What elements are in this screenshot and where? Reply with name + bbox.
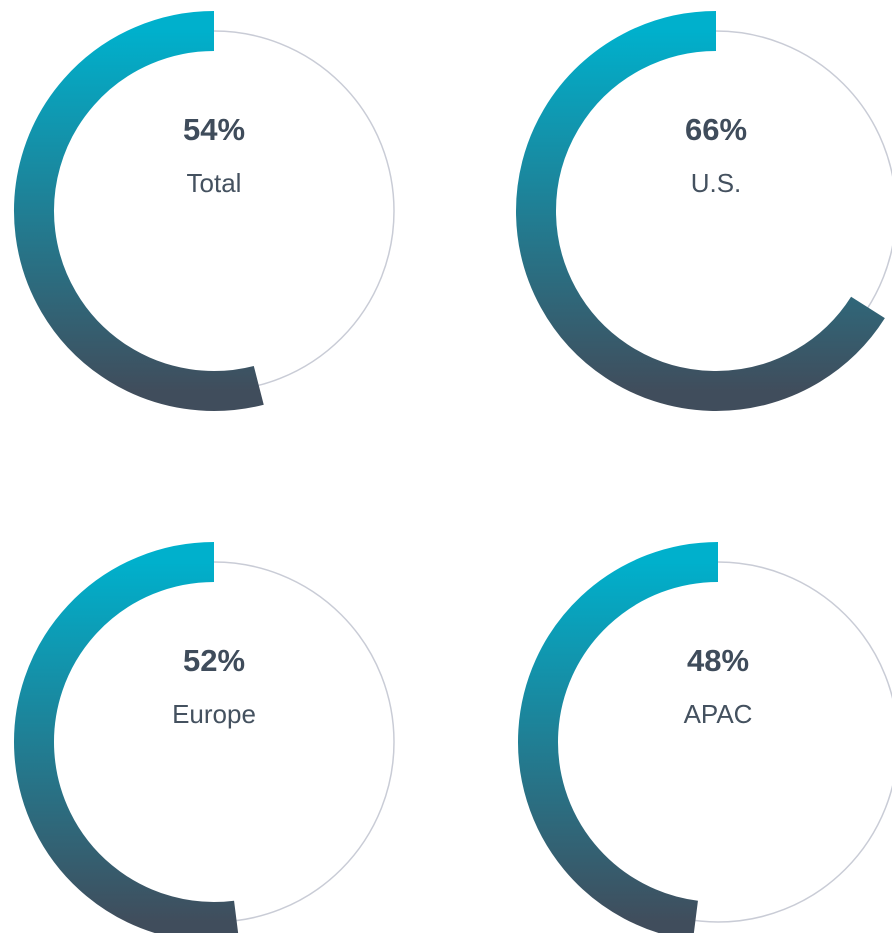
gauge: 54% Total — [14, 11, 395, 411]
category-label: Total — [187, 168, 242, 198]
progress-arc — [14, 542, 239, 933]
value-label: 66% — [685, 112, 747, 147]
gauge: 52% Europe — [14, 542, 395, 933]
gauge: 66% U.S. — [516, 11, 892, 411]
value-label: 52% — [183, 643, 245, 678]
progress-arc — [14, 11, 264, 411]
value-label: 48% — [687, 643, 749, 678]
gauge: 48% APAC — [518, 542, 892, 933]
value-label: 54% — [183, 112, 245, 147]
category-label: APAC — [684, 699, 753, 729]
progress-arc — [518, 542, 719, 933]
category-label: Europe — [172, 699, 256, 729]
progress-arc — [516, 11, 885, 411]
category-label: U.S. — [691, 168, 742, 198]
